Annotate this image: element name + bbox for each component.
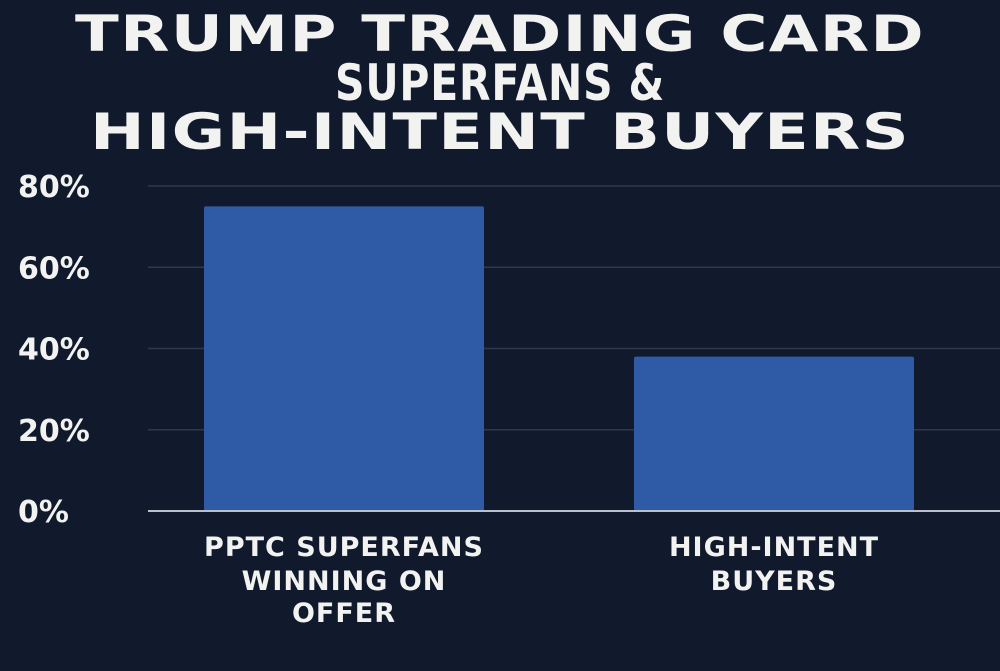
y-tick-label-80: 80% (18, 170, 90, 205)
bar-2 (634, 356, 914, 511)
y-tick-labels: 0% 20% 40% 60% 80% (18, 170, 90, 530)
y-tick-label-0: 0% (18, 495, 69, 530)
bar-1 (204, 206, 484, 511)
chart-title-line-2: SUPERFANS & (335, 54, 665, 112)
chart-title-line-1: TRUMP TRADING CARD (75, 5, 925, 63)
y-tick-label-40: 40% (18, 333, 90, 368)
y-tick-label-60: 60% (18, 251, 90, 286)
category-label-line: OFFER (292, 598, 396, 629)
chart-title-line-3: HIGH-INTENT BUYERS (90, 103, 910, 161)
category-label-line: WINNING ON (242, 566, 447, 597)
category-label-line: BUYERS (711, 566, 838, 597)
bars (204, 206, 914, 511)
y-tick-label-20: 20% (18, 414, 90, 449)
category-label-line: HIGH-INTENT (669, 532, 879, 563)
category-label-line: PPTC SUPERFANS (204, 532, 484, 563)
